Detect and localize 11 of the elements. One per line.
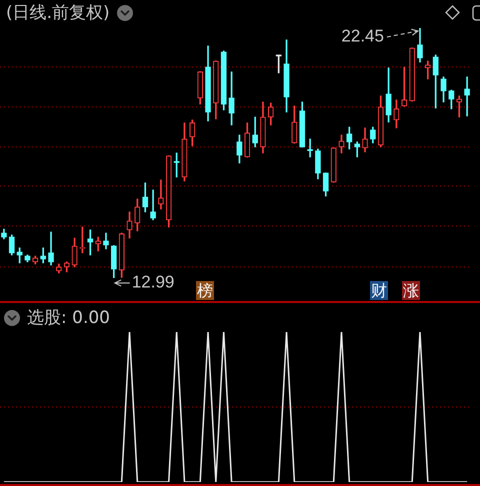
- chart-title: 选股: 0.00: [27, 308, 110, 328]
- candlestick: [150, 190, 156, 220]
- candlestick: [307, 138, 313, 158]
- chart-title: (日线.前复权): [6, 3, 110, 23]
- badge: 榜: [196, 281, 214, 300]
- badge: 财: [370, 281, 388, 300]
- badge: 涨: [402, 281, 420, 300]
- candlestick: [158, 180, 164, 210]
- candlestick: [464, 76, 470, 116]
- annotation: 22.45: [341, 26, 384, 46]
- annotation: 12.99: [132, 272, 174, 292]
